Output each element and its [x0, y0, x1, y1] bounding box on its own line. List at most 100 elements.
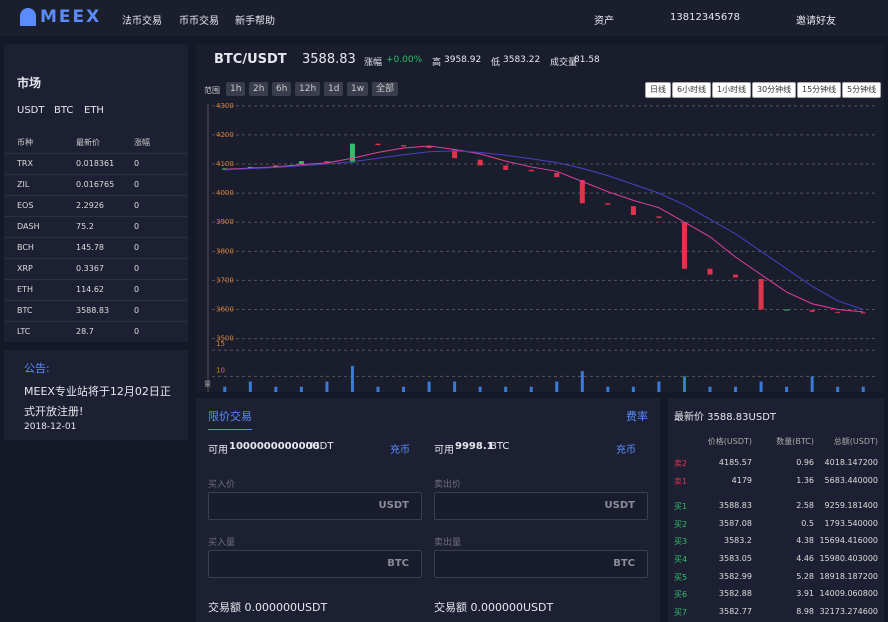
volume-bar — [274, 386, 278, 392]
interval-button[interactable]: 30分钟线 — [752, 82, 797, 98]
interval-button[interactable]: 15分钟线 — [797, 82, 842, 98]
range-button[interactable]: 12h — [295, 82, 321, 96]
field-label: 买入价 — [208, 480, 236, 490]
range-button[interactable]: 全部 — [372, 82, 399, 96]
volume-bar — [682, 376, 686, 392]
nav-link[interactable]: 新手帮助 — [235, 16, 275, 27]
table-header: 币种 — [17, 138, 33, 147]
candle — [324, 161, 330, 163]
sell-price-input[interactable]: USDT — [434, 492, 648, 520]
buy-price-input[interactable]: USDT — [208, 492, 422, 520]
nav-link[interactable]: 币币交易 — [179, 16, 219, 27]
market-row[interactable]: BTC 3588.83 0 — [4, 300, 188, 322]
unit: USDT — [306, 441, 334, 452]
side: 买2 — [674, 519, 688, 529]
unit: USDT — [378, 500, 409, 511]
user-menu[interactable]: 13812345678 — [670, 12, 740, 23]
market-row[interactable]: LTC 28.7 0 — [4, 321, 188, 343]
order-row[interactable]: 买2 3587.08 0.5 1793.540000 — [668, 517, 884, 533]
pair: BTC/USDT — [214, 52, 287, 67]
field-label: 买入量 — [208, 538, 236, 548]
v-tick-label: 15 — [216, 340, 225, 348]
side: 买7 — [674, 607, 688, 617]
volume-bar — [708, 386, 712, 392]
interval-button[interactable]: 日线 — [645, 82, 671, 98]
nav-link[interactable]: 法币交易 — [122, 16, 162, 27]
volume-bar — [427, 381, 431, 392]
cell: 0.96 — [796, 458, 814, 467]
cell: XRP — [17, 264, 33, 273]
interval-button[interactable]: 5分钟线 — [842, 82, 882, 98]
order-row[interactable]: 卖2 4185.57 0.96 4018.147200 — [668, 456, 884, 472]
range-button[interactable]: 6h — [272, 82, 292, 96]
range-button[interactable]: 1w — [347, 82, 369, 96]
side: 卖2 — [674, 459, 688, 468]
market-tab[interactable]: ETH — [84, 105, 104, 116]
cell: 1793.540000 — [824, 518, 878, 528]
cell: 9259.181400 — [824, 501, 878, 511]
market-row[interactable]: TRX 0.018361 0 — [4, 153, 188, 175]
field-label: 卖出价 — [434, 480, 462, 490]
cell: LTC — [17, 327, 31, 336]
buy-total: 交易额 0.000000USDT — [208, 601, 328, 614]
sell-amount-input[interactable]: BTC — [434, 550, 648, 578]
market-row[interactable]: ZIL 0.016765 0 — [4, 174, 188, 196]
range-button[interactable]: 2h — [249, 82, 269, 96]
deposit[interactable]: 充币 — [616, 445, 636, 456]
fee-link[interactable]: 费率 — [626, 410, 648, 423]
logo: MEEX — [40, 7, 102, 27]
notice-text[interactable]: MEEX专业站将于12月02日正式开放注册! — [24, 385, 171, 418]
volume-bar — [810, 376, 814, 392]
order-row[interactable]: 卖1 4179 1.36 5683.440000 — [668, 474, 884, 490]
range-button[interactable]: 1d — [324, 82, 344, 96]
market-row[interactable]: XRP 0.3367 0 — [4, 258, 188, 280]
candle — [758, 278, 764, 310]
volume-bar — [350, 365, 354, 392]
market-row[interactable]: EOS 2.2926 0 — [4, 195, 188, 217]
volume-bar — [785, 386, 789, 392]
range-button[interactable]: 1h — [226, 82, 246, 96]
change-label: 涨幅 — [364, 58, 383, 68]
order-row[interactable]: 买7 3582.77 8.98 32173.274600 — [668, 605, 884, 621]
market-row[interactable]: BCH 145.78 0 — [4, 237, 188, 259]
market-row[interactable]: DASH 75.2 0 — [4, 216, 188, 238]
volume-bar — [376, 386, 380, 392]
order-row[interactable]: 买6 3582.88 3.91 14009.060800 — [668, 587, 884, 603]
y-tick-label: 3700 — [216, 276, 234, 284]
trade-panel: 限价交易 费率 可用 1000000000000 USDT 充币 可用 9998… — [196, 398, 660, 622]
market-tab[interactable]: USDT — [17, 105, 45, 116]
v-tick-label: 10 — [216, 366, 225, 374]
order-row[interactable]: 买1 3588.83 2.58 9259.181400 — [668, 499, 884, 515]
cell: 4185.57 — [718, 458, 752, 467]
order-row[interactable]: 买4 3583.05 4.46 15980.403000 — [668, 552, 884, 568]
interval-button[interactable]: 6小时线 — [672, 82, 712, 98]
volume-bar — [504, 386, 508, 392]
candle — [656, 216, 662, 218]
notice-title: 公告: — [24, 362, 50, 375]
volume-bar — [759, 381, 763, 392]
market-row[interactable]: ETH 114.62 0 — [4, 279, 188, 301]
cell: 28.7 — [76, 327, 94, 336]
cell: 3588.83 — [76, 306, 110, 315]
cell: 2.2926 — [76, 201, 104, 210]
candle — [630, 206, 636, 215]
y-tick-label: 3500 — [216, 335, 234, 343]
side: 买4 — [674, 555, 688, 564]
market-tab[interactable]: BTC — [54, 105, 74, 116]
notice-panel: 公告: MEEX专业站将于12月02日正式开放注册! 2018-12-01 — [4, 350, 188, 440]
invite-link[interactable]: 邀请好友 — [796, 16, 836, 27]
high: 3958.92 — [444, 55, 482, 65]
trade-tab[interactable]: 限价交易 — [208, 408, 252, 430]
order-row[interactable]: 买3 3583.2 4.38 15694.416000 — [668, 534, 884, 550]
buy-amount-input[interactable]: BTC — [208, 550, 422, 578]
candle — [733, 274, 739, 278]
assets-menu[interactable]: 资产 — [594, 16, 614, 27]
top-nav: MEEX 法币交易 币币交易 新手帮助 资产 13812345678 邀请好友 — [0, 0, 888, 36]
interval-button[interactable]: 1小时线 — [712, 82, 752, 98]
volume-bar — [606, 386, 610, 392]
cell: 3587.08 — [718, 518, 752, 528]
deposit[interactable]: 充币 — [390, 445, 410, 456]
cell: 14009.060800 — [819, 589, 878, 599]
order-row[interactable]: 买5 3582.99 5.28 18918.187200 — [668, 570, 884, 586]
